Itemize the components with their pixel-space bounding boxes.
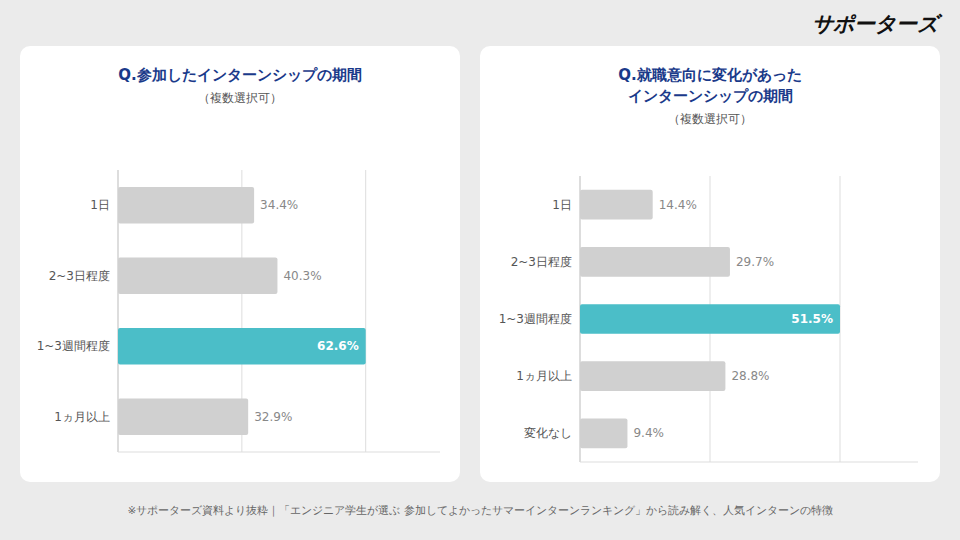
y-tick-label: 1日	[90, 198, 110, 212]
data-label: 14.4%	[659, 198, 697, 212]
labels: 14.4% 29.7% 51.5% 28.8% 9.4%	[633, 198, 833, 441]
chart-svg: Q.参加したインターンシップの期間（複数選択可）34.4%40.3%62.6%3…	[0, 0, 960, 540]
labels: 34.4% 40.3% 62.6% 32.9%	[254, 198, 359, 424]
bar	[580, 361, 725, 391]
y-tick-label: 2~3日程度	[511, 255, 572, 269]
title-line: インターンシップの期間	[628, 87, 793, 105]
title: Q.就職意向に変化があったインターンシップの期間	[618, 66, 801, 105]
title-line: Q.就職意向に変化があった	[618, 66, 801, 84]
x-axis-line	[580, 462, 918, 463]
bar	[580, 190, 653, 220]
chart-panel: Q.就職意向に変化があったインターンシップの期間 （複数選択可） 14.4% 29.7…	[480, 46, 940, 482]
subtitle: （複数選択可）	[198, 91, 282, 105]
data-label: 28.8%	[731, 369, 769, 383]
y-tick-label: 1ヵ月以上	[516, 369, 572, 383]
card	[20, 46, 460, 482]
data-label: 34.4%	[260, 198, 298, 212]
bar	[118, 257, 277, 294]
data-label: 32.9%	[254, 410, 292, 424]
data-label: 29.7%	[736, 255, 774, 269]
grid-line	[365, 170, 366, 452]
bar	[580, 419, 627, 449]
footer: ※サポーターズ資料より抜粋｜「エンジニア学生が選ぶ 参加してよかったサマーインタ…	[127, 504, 832, 517]
bar	[118, 398, 248, 435]
y-tick-label: 1~3週間程度	[499, 312, 572, 326]
y-tick-label: 1~3週間程度	[37, 339, 110, 353]
logo: サポーターズ	[812, 12, 943, 36]
title-line: Q.参加したインターンシップの期間	[118, 66, 361, 84]
y-tick-label: 1日	[552, 198, 572, 212]
background	[0, 0, 960, 540]
chart-root: Q.参加したインターンシップの期間（複数選択可）34.4%40.3%62.6%3…	[0, 0, 960, 540]
bar	[118, 328, 366, 365]
bars	[118, 187, 366, 435]
data-label: 40.3%	[283, 269, 321, 283]
y-tick-label: 2~3日程度	[49, 269, 110, 283]
data-label: 9.4%	[633, 426, 664, 440]
y-tick-label: 変化なし	[524, 426, 572, 440]
card	[480, 46, 940, 482]
x-axis-line	[118, 452, 440, 453]
data-label: 51.5%	[791, 312, 833, 326]
bars	[580, 190, 840, 449]
bar	[580, 304, 840, 334]
bar	[118, 187, 254, 224]
bar	[580, 247, 730, 277]
subtitle: （複数選択可）	[668, 112, 752, 126]
chart-panel: Q.参加したインターンシップの期間（複数選択可）34.4%40.3%62.6%3…	[20, 46, 460, 482]
title: Q.参加したインターンシップの期間	[118, 66, 361, 84]
y-tick-label: 1ヵ月以上	[54, 410, 110, 424]
data-label: 62.6%	[317, 339, 359, 353]
